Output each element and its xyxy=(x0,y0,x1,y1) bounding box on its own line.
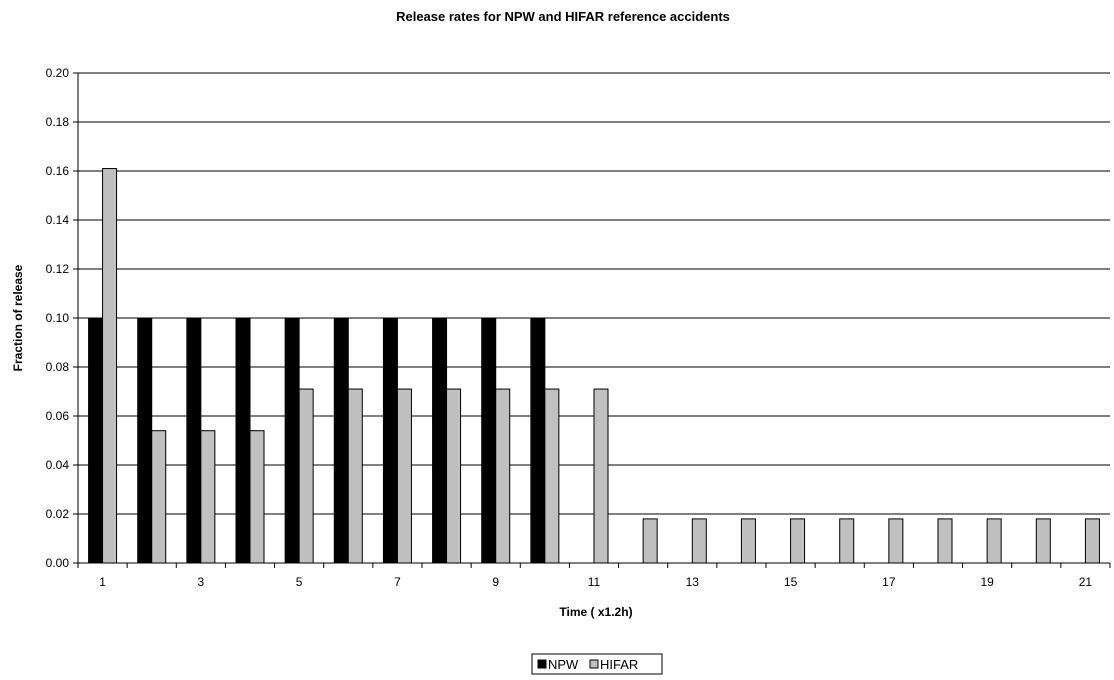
bar-hifar xyxy=(102,168,118,564)
legend: NPW HIFAR xyxy=(531,653,663,675)
bar-hifar xyxy=(544,388,560,564)
bar-hifar xyxy=(986,518,1002,564)
bar-hifar xyxy=(347,388,363,564)
bar-hifar xyxy=(740,518,756,564)
x-tick-label: 11 xyxy=(588,575,601,589)
y-tick-label: 0.02 xyxy=(46,507,70,521)
bar-hifar xyxy=(642,518,658,564)
y-axis-ticks: 0.00 0.02 0.04 0.06 0.08 0.10 0.12 0.14 0.16 0.18… xyxy=(46,66,78,570)
x-tick-label: 19 xyxy=(980,575,994,589)
x-tick-label: 1 xyxy=(99,575,106,589)
bar-npw xyxy=(235,317,251,564)
bar-hifar xyxy=(888,518,904,564)
chart-title: Release rates for NPW and HIFAR referenc… xyxy=(396,9,730,24)
y-axis-title: Fraction of release xyxy=(11,264,25,371)
y-tick-label: 0.04 xyxy=(46,458,70,472)
bar-hifar xyxy=(937,518,953,564)
bar-npw xyxy=(432,317,448,564)
x-tick-label: 13 xyxy=(686,575,700,589)
y-tick-label: 0.12 xyxy=(46,262,70,276)
bar-hifar xyxy=(691,518,707,564)
bar-hifar xyxy=(200,430,216,564)
y-tick-label: 0.00 xyxy=(46,556,70,570)
bar-hifar xyxy=(1084,518,1100,564)
x-tick-label: 15 xyxy=(784,575,798,589)
legend-swatch-hifar xyxy=(589,659,599,669)
bar-npw xyxy=(186,317,202,564)
bar-npw xyxy=(382,317,398,564)
x-tick-label: 9 xyxy=(492,575,499,589)
legend-label-hifar: HIFAR xyxy=(600,657,638,672)
y-tick-label: 0.20 xyxy=(46,66,70,80)
bar-hifar xyxy=(151,430,167,564)
x-axis-title: Time ( x1.2h) xyxy=(559,605,632,619)
y-tick-label: 0.14 xyxy=(46,213,70,227)
bar-hifar xyxy=(495,388,511,564)
legend-label-npw: NPW xyxy=(548,657,579,672)
bar-hifar xyxy=(446,388,462,564)
bar-hifar xyxy=(790,518,806,564)
x-tick-label: 21 xyxy=(1079,575,1093,589)
x-axis-ticks: 1 3 5 7 9 11 13 15 17 19 21 xyxy=(77,563,1111,589)
x-tick-label: 7 xyxy=(394,575,401,589)
y-tick-label: 0.06 xyxy=(46,409,70,423)
y-tick-label: 0.18 xyxy=(46,115,70,129)
bars xyxy=(88,168,1100,564)
bar-hifar xyxy=(839,518,855,564)
y-tick-label: 0.16 xyxy=(46,164,70,178)
legend-swatch-npw xyxy=(537,659,547,669)
x-tick-label: 3 xyxy=(198,575,205,589)
bar-hifar xyxy=(396,388,412,564)
bar-npw xyxy=(137,317,153,564)
x-tick-label: 5 xyxy=(296,575,303,589)
x-tick-label: 17 xyxy=(882,575,896,589)
bar-npw xyxy=(333,317,349,564)
axes xyxy=(77,73,1110,564)
bar-hifar xyxy=(249,430,265,564)
bar-npw xyxy=(88,317,104,564)
bar-npw xyxy=(530,317,546,564)
bar-npw xyxy=(481,317,497,564)
y-tick-label: 0.08 xyxy=(46,360,70,374)
bar-hifar xyxy=(298,388,314,564)
bar-npw xyxy=(284,317,300,564)
bar-hifar xyxy=(1035,518,1051,564)
y-tick-label: 0.10 xyxy=(46,311,70,325)
bar-hifar xyxy=(593,388,609,564)
